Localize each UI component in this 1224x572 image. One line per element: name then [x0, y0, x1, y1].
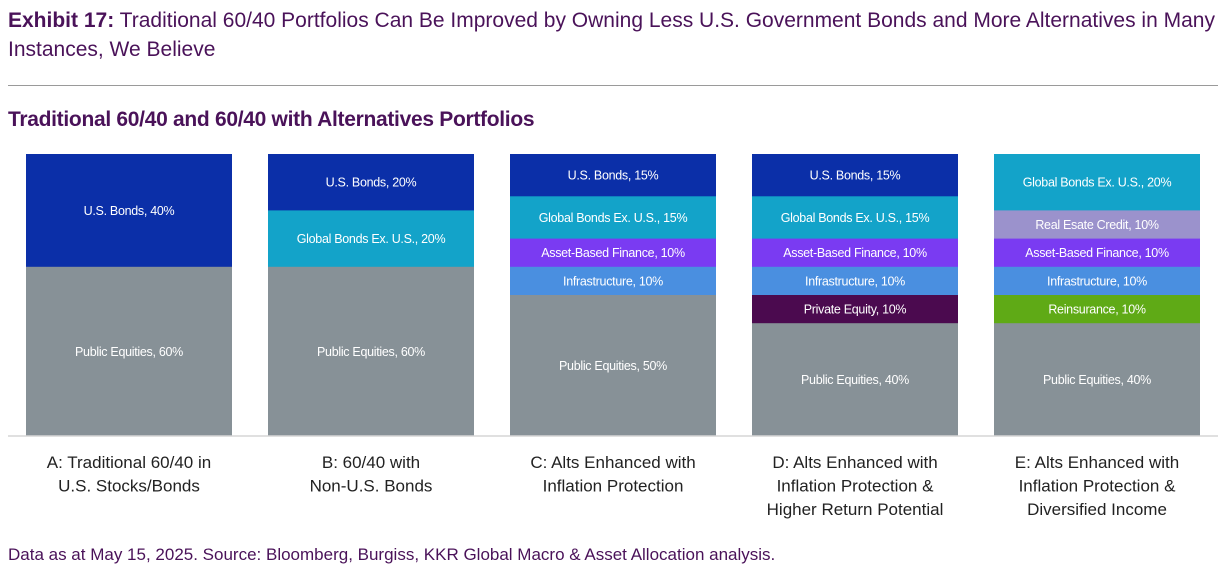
bar-segment: [994, 154, 1200, 211]
bar-segment: [994, 210, 1200, 240]
bar-segment: [268, 266, 474, 437]
category-label: A: Traditional 60/40 in U.S. Stocks/Bonds: [47, 453, 211, 496]
category-label: E: Alts Enhanced with Inflation Protectio…: [1015, 453, 1179, 519]
category-label-line: Inflation Protection: [543, 477, 684, 496]
category-label-line: E: Alts Enhanced with: [1015, 453, 1179, 472]
segment-label: Public Equities, 50%: [559, 359, 667, 373]
chart-subtitle: Traditional 60/40 and 60/40 with Alterna…: [8, 108, 535, 131]
segment-label: Real Esate Credit, 10%: [1035, 218, 1159, 232]
exhibit-title: Traditional 60/40 Portfolios Can Be Impr…: [8, 9, 1215, 61]
segment-label: Asset-Based Finance, 10%: [1025, 246, 1169, 260]
bar-segment: [994, 266, 1200, 296]
category-labels: A: Traditional 60/40 in U.S. Stocks/Bonds…: [47, 453, 1179, 519]
segment-label: Infrastructure, 10%: [1047, 274, 1147, 288]
segment-label: Infrastructure, 10%: [563, 274, 663, 288]
segment-label: U.S. Bonds, 15%: [568, 169, 659, 183]
segment-label: Global Bonds Ex. U.S., 20%: [297, 232, 446, 246]
bar-stacks: U.S. Bonds, 40% Public Equities, 60% U.S. …: [26, 154, 1200, 437]
category-label-line: B: 60/40 with: [322, 453, 420, 472]
segment-label: Asset-Based Finance, 10%: [541, 246, 685, 260]
category-label-line: Inflation Protection &: [777, 477, 935, 496]
header-divider: [8, 85, 1218, 86]
segment-label: Public Equities, 60%: [317, 345, 425, 359]
bar-segment: [510, 238, 716, 268]
bar-segment: [752, 196, 958, 240]
exhibit-number: Exhibit 17:: [8, 9, 115, 32]
segment-label: Asset-Based Finance, 10%: [783, 246, 927, 260]
bar-segment: [510, 266, 716, 296]
exhibit-header: Exhibit 17: Traditional 60/40 Portfolios…: [8, 6, 1218, 64]
category-label-line: U.S. Stocks/Bonds: [58, 477, 200, 496]
segment-label: U.S. Bonds, 20%: [326, 176, 417, 190]
bar-segment: [510, 295, 716, 437]
segment-label: Public Equities, 40%: [801, 373, 909, 387]
bar-segment: [752, 238, 958, 268]
segment-label: Reinsurance, 10%: [1048, 303, 1146, 317]
category-label-line: Inflation Protection &: [1019, 477, 1177, 496]
bar-segment: [752, 295, 958, 324]
segment-label: Global Bonds Ex. U.S., 15%: [539, 211, 688, 225]
segment-label: Infrastructure, 10%: [805, 274, 905, 288]
bar-segment: [268, 154, 474, 211]
source-footnote: Data as at May 15, 2025. Source: Bloombe…: [8, 545, 776, 564]
category-label: D: Alts Enhanced with Inflation Protectio…: [767, 453, 944, 519]
bar-segment: [752, 154, 958, 197]
bar-segment: [994, 238, 1200, 268]
category-label-line: C: Alts Enhanced with: [530, 453, 695, 472]
segment-label: Public Equities, 40%: [1043, 373, 1151, 387]
bar-segment: [994, 323, 1200, 437]
bar-segment: [26, 154, 232, 268]
category-label: B: 60/40 with Non-U.S. Bonds: [310, 453, 433, 496]
category-label-line: Higher Return Potential: [767, 500, 944, 519]
bar-segment: [752, 266, 958, 296]
bar-segment: [510, 196, 716, 240]
bar-segment: [268, 210, 474, 268]
segment-label: U.S. Bonds, 40%: [84, 204, 175, 218]
category-label-line: Diversified Income: [1027, 500, 1167, 519]
bar-segment: [752, 323, 958, 437]
stacked-bar-chart: U.S. Bonds, 40% Public Equities, 60% U.S. …: [8, 154, 1218, 519]
category-label-line: D: Alts Enhanced with: [772, 453, 937, 472]
segment-label: Public Equities, 60%: [75, 345, 183, 359]
category-label: C: Alts Enhanced with Inflation Protectio…: [530, 453, 695, 496]
category-label-line: A: Traditional 60/40 in: [47, 453, 211, 472]
bar-segment: [510, 154, 716, 197]
segment-label: Global Bonds Ex. U.S., 15%: [781, 211, 930, 225]
segment-label: Global Bonds Ex. U.S., 20%: [1023, 176, 1172, 190]
bar-segment: [994, 295, 1200, 324]
segment-label: Private Equity, 10%: [804, 303, 907, 317]
segment-label: U.S. Bonds, 15%: [810, 169, 901, 183]
category-label-line: Non-U.S. Bonds: [310, 477, 433, 496]
bar-segment: [26, 266, 232, 437]
